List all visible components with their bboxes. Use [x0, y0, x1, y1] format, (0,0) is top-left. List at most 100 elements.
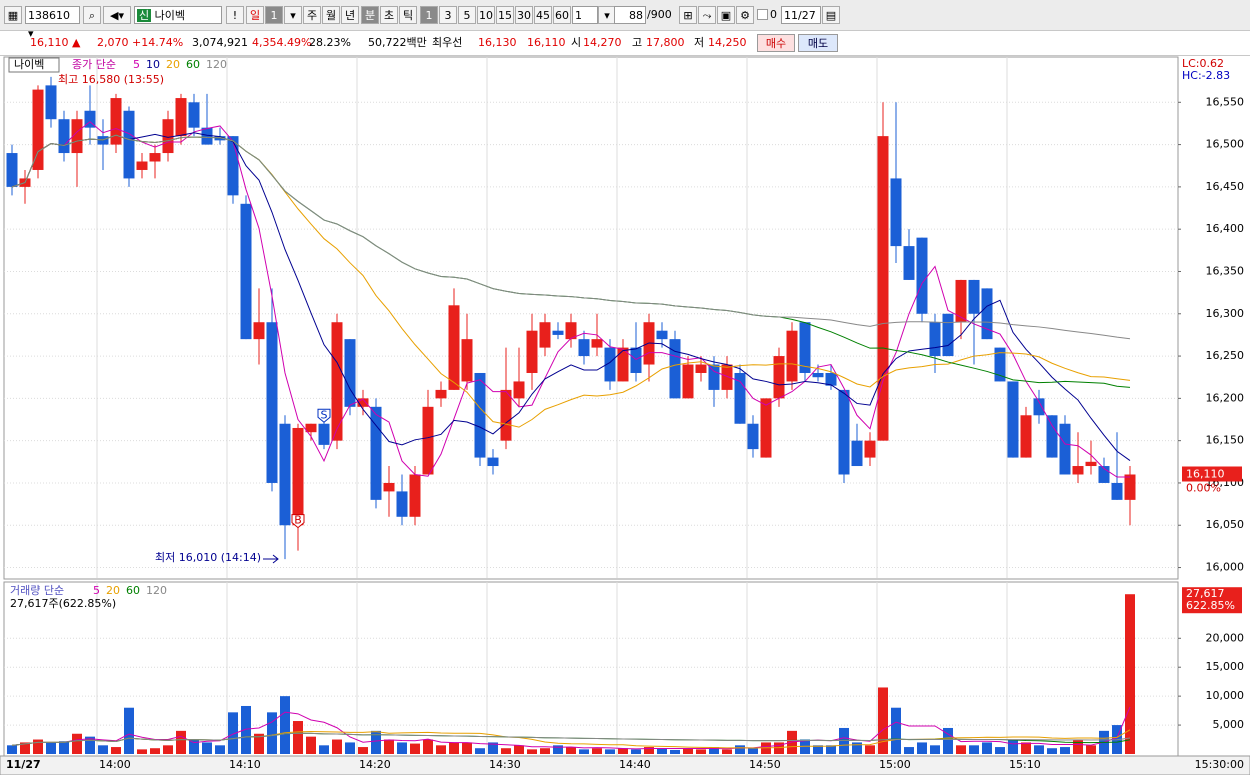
calendar[interactable]: ▤	[822, 6, 840, 24]
volume-bar	[631, 749, 641, 754]
vol-last-ratio: 622.85%	[1186, 599, 1235, 612]
candle-body	[864, 440, 876, 458]
candle-body	[539, 322, 551, 348]
last-label: 16,110	[1186, 467, 1225, 480]
candle-body	[812, 372, 824, 378]
volume-bar	[111, 747, 121, 754]
candle-body	[721, 364, 733, 390]
menu-icon[interactable]: ▦	[4, 6, 22, 24]
interval-button[interactable]: 5	[458, 6, 476, 24]
check-value: 0	[770, 8, 777, 21]
period-second[interactable]: 초	[380, 6, 398, 24]
grid	[4, 57, 1178, 755]
volume-bar	[449, 742, 459, 754]
buy-marker: B	[294, 514, 302, 527]
volume-bar	[774, 742, 784, 754]
ma-line	[11, 121, 1130, 478]
buy-button[interactable]: 매수	[757, 34, 795, 52]
volume-bar	[202, 742, 212, 754]
volume-bar	[1125, 594, 1135, 754]
sound[interactable]: ◀▾	[103, 6, 131, 24]
candle-body	[6, 153, 18, 187]
cursor-time: 15:30:00	[1195, 758, 1244, 771]
volume-bar	[176, 730, 186, 754]
candle-body	[292, 427, 304, 526]
interval-button[interactable]: 30	[515, 6, 533, 24]
period-tick[interactable]: 틱	[399, 6, 417, 24]
period-day[interactable]: 일	[246, 6, 264, 24]
day-count[interactable]: 1	[265, 6, 283, 24]
interval-button[interactable]: 45	[534, 6, 552, 24]
volume-bar	[1073, 739, 1083, 754]
alert[interactable]: !	[226, 6, 244, 24]
last-tag	[1182, 466, 1242, 482]
candle-body	[565, 322, 577, 340]
interval-button[interactable]: 60	[553, 6, 571, 24]
volume-bar	[7, 745, 17, 754]
volume-bar	[748, 748, 758, 754]
legend-period: 20	[166, 58, 180, 71]
low-arrow	[263, 554, 279, 564]
legend-label: 종가 단순	[72, 58, 116, 71]
interval-button[interactable]: 3	[439, 6, 457, 24]
volume-bar	[605, 749, 615, 754]
candle-body	[409, 474, 421, 517]
candle-body	[448, 305, 460, 390]
candle-body	[760, 398, 772, 458]
candle-body	[162, 119, 174, 154]
volume-bar	[475, 748, 485, 754]
name-input[interactable]: 신 나이벡	[134, 6, 222, 24]
candle-body	[279, 423, 291, 526]
buy-marker-icon	[291, 514, 305, 529]
count-input[interactable]: 88	[614, 6, 646, 24]
candle-body	[526, 330, 538, 373]
volume-bar	[20, 742, 30, 754]
candle-body	[578, 339, 590, 357]
volume-bar	[553, 745, 563, 754]
settings[interactable]: ⚙	[736, 6, 754, 24]
candle-body	[591, 339, 603, 348]
interval-button[interactable]: 15	[496, 6, 514, 24]
candle-body	[981, 288, 993, 340]
candle-body	[513, 381, 525, 399]
ma-line	[11, 134, 1131, 340]
candle-body	[851, 440, 863, 467]
interval-button[interactable]: 1	[420, 6, 438, 24]
x-tick-label: 14:20	[359, 758, 391, 771]
tool[interactable]: ⤳	[698, 6, 716, 24]
date-input[interactable]: 11/27	[781, 6, 821, 24]
volume-bar	[566, 747, 576, 754]
volume-bar	[462, 742, 472, 754]
volume-ratio: 4,354.49%	[252, 36, 312, 49]
candle-body	[84, 110, 96, 128]
interval-button[interactable]: 10	[477, 6, 495, 24]
volume-bar	[670, 749, 680, 754]
period-year[interactable]: 년	[341, 6, 359, 24]
legend-period: 120	[146, 584, 167, 597]
dropdown[interactable]: ▾	[284, 6, 302, 24]
save[interactable]: ▣	[717, 6, 735, 24]
high-label: 고	[632, 36, 643, 49]
checkbox[interactable]	[757, 9, 768, 20]
candle-body	[682, 364, 694, 399]
high: 17,800	[646, 36, 685, 49]
period-week[interactable]: 주	[303, 6, 321, 24]
count-max: /900	[647, 8, 672, 21]
candle-body	[799, 322, 811, 373]
search[interactable]: ⌕	[83, 6, 101, 24]
volume-bar	[839, 727, 849, 754]
candle-body	[708, 364, 720, 390]
period-minute[interactable]: 분	[361, 6, 379, 24]
candle-body	[136, 161, 148, 170]
volume-bar	[943, 727, 953, 754]
interval-input[interactable]: 1	[572, 6, 598, 24]
volume-bar	[1034, 745, 1044, 754]
period-month[interactable]: 월	[322, 6, 340, 24]
tool[interactable]: ⊞	[679, 6, 697, 24]
sell-button[interactable]: 매도	[798, 34, 838, 52]
open-label: 시	[571, 36, 582, 49]
volume-bar	[904, 747, 914, 754]
candle-body	[253, 322, 265, 340]
code-input[interactable]: 138610 ▾	[25, 6, 80, 40]
candle-body	[695, 364, 707, 373]
